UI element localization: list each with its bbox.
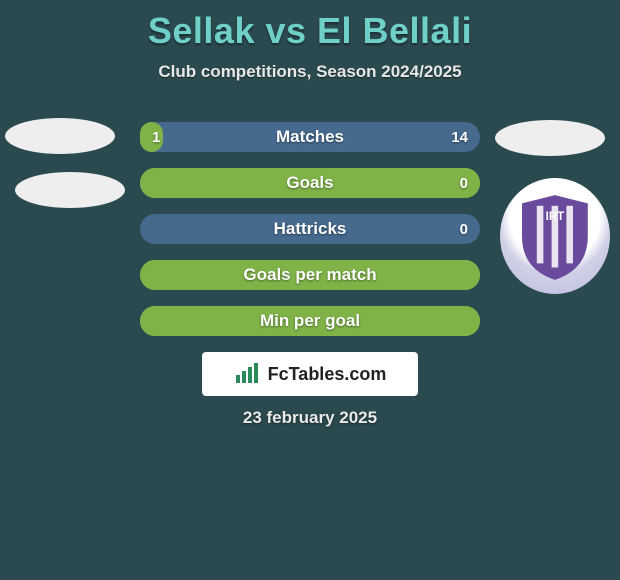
bar-chart-icon: [234, 363, 262, 385]
stat-row: Hattricks0: [140, 214, 480, 244]
stats-bars: Matches114 Goals0 Hattricks0 Goals per matc…: [140, 122, 480, 352]
stat-bar-left: [140, 122, 163, 152]
svg-text:IRT: IRT: [546, 211, 565, 223]
stat-bar-left: [140, 306, 480, 336]
stat-bar-left: [140, 260, 480, 290]
stat-row: Matches114: [140, 122, 480, 152]
page-subtitle: Club competitions, Season 2024/2025: [0, 62, 620, 82]
avatar-placeholder-left-1: [5, 118, 115, 154]
stat-row: Goals0: [140, 168, 480, 198]
stat-row: Min per goal: [140, 306, 480, 336]
club-badge: IRT: [500, 178, 610, 294]
footer-brand-card[interactable]: FcTables.com: [202, 352, 418, 396]
shield-icon: IRT: [512, 191, 598, 281]
stat-row: Goals per match: [140, 260, 480, 290]
footer-brand-text: FcTables.com: [268, 364, 387, 385]
stat-bar-left: [140, 168, 480, 198]
avatar-placeholder-right: [495, 120, 605, 156]
page-title: Sellak vs El Bellali: [0, 0, 620, 52]
stat-bar-right: [140, 214, 480, 244]
date-text: 23 february 2025: [0, 408, 620, 428]
stat-bar-right: [140, 122, 480, 152]
avatar-placeholder-left-2: [15, 172, 125, 208]
